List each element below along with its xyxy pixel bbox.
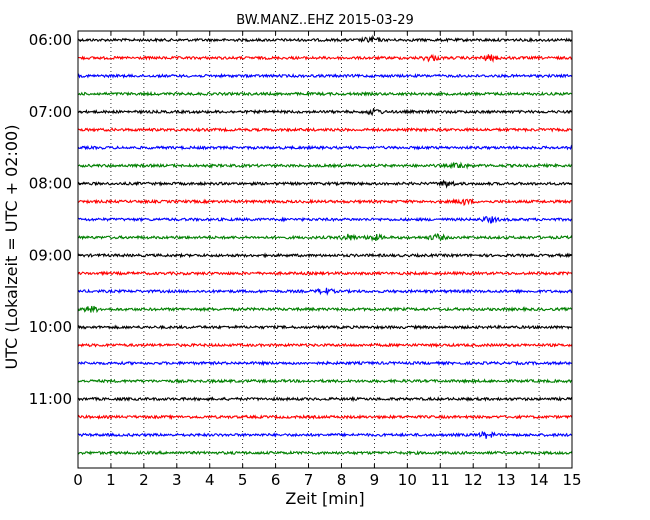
trace-line [77,34,573,44]
grid-lines [110,31,540,468]
x-tick-label: 9 [370,471,380,489]
trace-line [77,215,573,224]
trace-line [77,430,573,439]
y-tick-label: 07:00 [29,103,72,121]
trace-group [77,34,573,456]
y-tick-label: 09:00 [29,246,72,264]
y-axis: 06:00 07:00 08:00 09:00 10:00 11:00 [29,31,572,408]
y-tick-label: 10:00 [29,318,72,336]
trace-line [77,108,573,117]
trace-line [77,90,573,97]
x-tick-label: 6 [271,471,281,489]
x-tick-label: 1 [106,471,116,489]
plot-frame [77,30,573,469]
y-tick-label: 06:00 [29,31,72,49]
trace-line [77,198,573,207]
trace-line [77,53,573,64]
x-tick-label: 11 [431,471,450,489]
trace-line [77,179,573,189]
x-axis-label: Zeit [min] [285,489,364,508]
trace-line [77,378,573,385]
trace-line [77,324,573,331]
chart-title: BW.MANZ..EHZ 2015-03-29 [236,13,414,28]
x-tick-label: 15 [562,471,581,489]
trace-line [77,342,573,349]
trace-line [77,305,573,314]
trace-line [77,161,573,170]
trace-line [77,270,573,277]
trace-line [77,233,573,242]
x-tick-label: 12 [464,471,483,489]
trace-line [77,359,573,367]
x-tick-label: 4 [205,471,215,489]
trace-line [77,395,573,403]
trace-line [77,144,573,151]
x-tick-label: 5 [238,471,248,489]
x-tick-label: 0 [73,471,83,489]
trace-line [77,126,573,133]
x-tick-label: 14 [530,471,549,489]
trace-line [77,72,573,79]
x-tick-label: 10 [398,471,417,489]
x-axis: 0 1 2 3 4 5 6 7 8 9 10 11 12 13 14 15 [73,31,582,489]
y-axis-label: UTC (Lokalzeit = UTC + 02:00) [2,125,21,370]
trace-line [77,287,573,297]
x-tick-label: 7 [304,471,314,489]
y-tick-label: 11:00 [29,390,72,408]
y-tick-label: 08:00 [29,175,72,193]
x-tick-label: 2 [139,471,149,489]
x-tick-label: 13 [497,471,516,489]
trace-line [77,252,573,259]
x-tick-label: 8 [337,471,347,489]
trace-line [77,413,573,421]
trace-line [77,450,573,456]
x-tick-label: 3 [172,471,182,489]
